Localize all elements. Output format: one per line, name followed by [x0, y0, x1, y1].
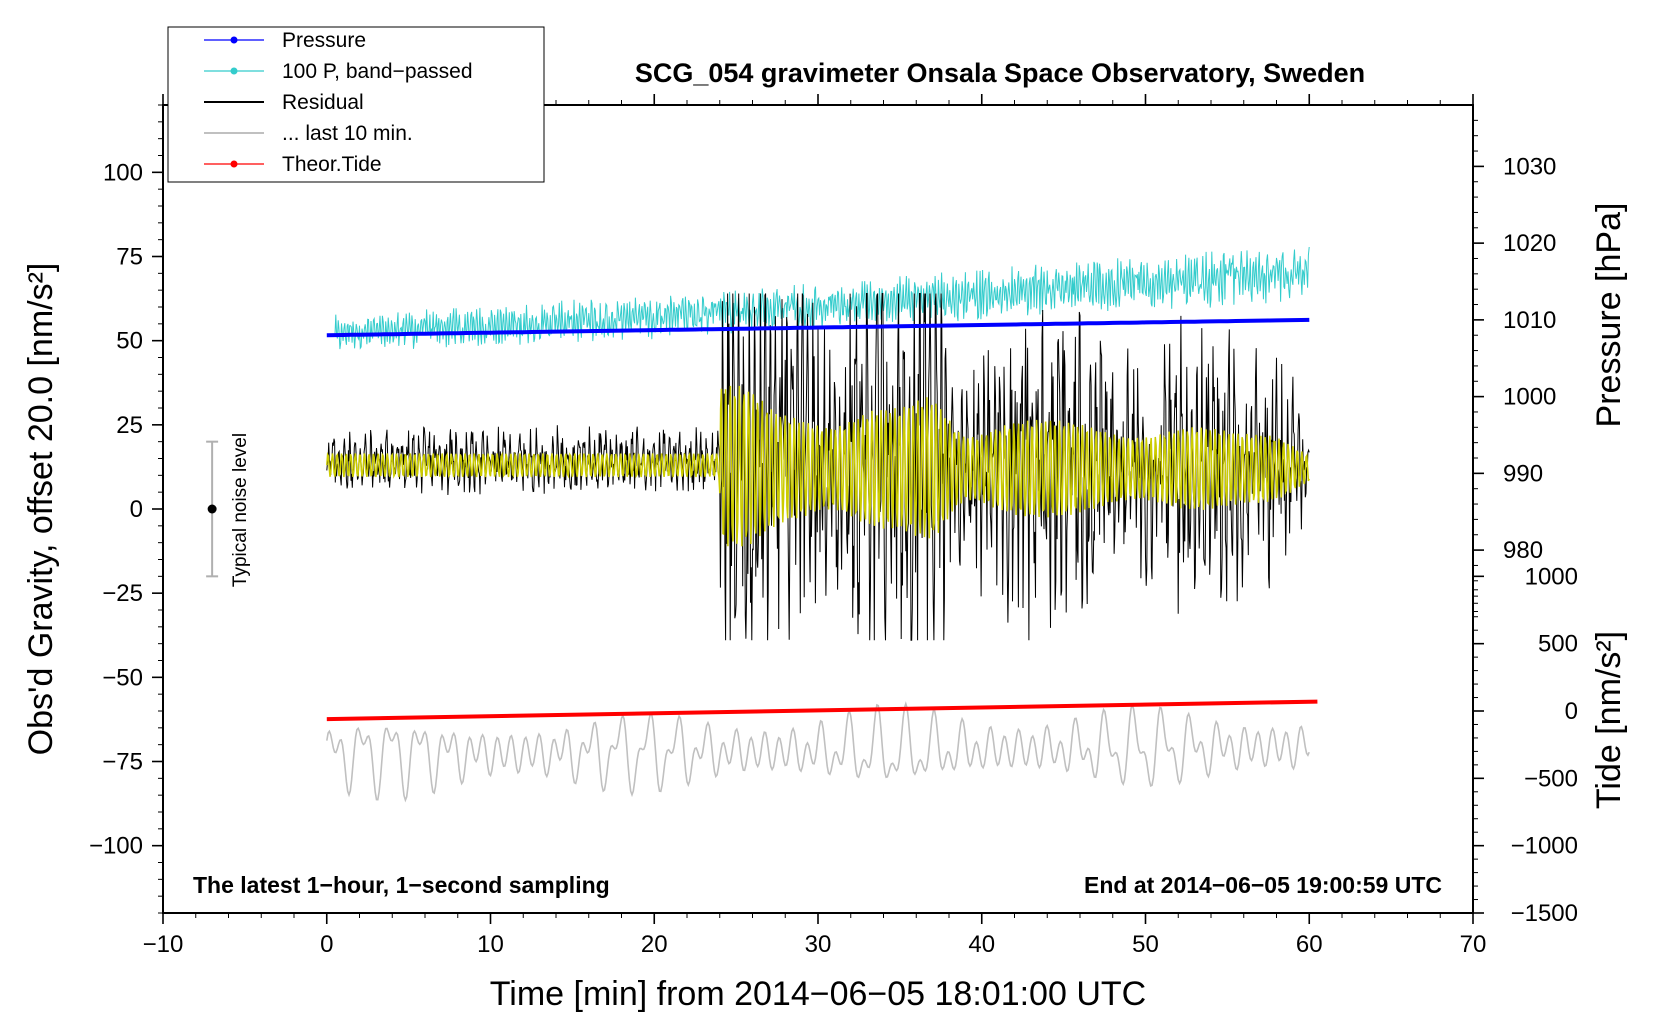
legend-box	[167, 26, 545, 183]
tide-tick-label: 0	[1565, 698, 1578, 725]
y-tick-label: −75	[102, 749, 143, 776]
legend-entry: Theor.Tide	[204, 153, 382, 176]
pressure-tick-label: 1030	[1503, 153, 1556, 180]
end-time-note: End at 2014−06−05 19:00:59 UTC	[1084, 872, 1442, 898]
noise-level-label: Typical noise level	[230, 433, 251, 587]
y-tick-label: 25	[116, 412, 143, 439]
legend-label: 100 P, band−passed	[282, 60, 473, 83]
legend-swatch-marker	[230, 36, 238, 44]
y-tick-label: −100	[89, 833, 143, 860]
legend-entry: Residual	[204, 91, 364, 114]
noise-level-bar	[206, 440, 219, 578]
y-tick-label: 75	[116, 244, 143, 271]
tide-tick-label: −500	[1524, 765, 1578, 792]
legend-label: Residual	[282, 91, 364, 114]
legend-entries: Pressure 100 P, band−passed Residual ... la…	[204, 29, 473, 176]
x-tick-label: 10	[477, 931, 504, 958]
y-tick-label: 100	[103, 159, 143, 186]
tide-tick-label: 1000	[1525, 563, 1578, 590]
pressure-axis-title: Pressure [hPa]	[1590, 203, 1628, 428]
pressure-tick-label: 1020	[1503, 230, 1556, 257]
legend-entry: 100 P, band−passed	[204, 60, 473, 83]
x-tick-label: 40	[968, 931, 995, 958]
x-tick-label: 50	[1132, 931, 1159, 958]
y-tick-label: −50	[102, 664, 143, 691]
tide-tick-label: −1000	[1511, 833, 1578, 860]
legend-swatch-marker	[230, 160, 238, 168]
series-layer	[326, 246, 1318, 803]
y-tick-label: −25	[102, 580, 143, 607]
sampling-note: The latest 1−hour, 1−second sampling	[193, 872, 610, 898]
noise-bar-dot	[207, 504, 217, 514]
legend-swatch-marker	[230, 67, 238, 75]
series-last-10-min	[326, 701, 1310, 803]
tide-axis-title: Tide [nm/s²]	[1590, 631, 1628, 809]
plot-area	[163, 105, 1473, 913]
legend-label: Theor.Tide	[282, 153, 382, 176]
series-pressure	[326, 317, 1310, 338]
tide-tick-label: 500	[1538, 631, 1578, 658]
x-tick-label: 70	[1460, 931, 1487, 958]
legend-label: Pressure	[282, 29, 366, 52]
legend-entry: Pressure	[204, 29, 366, 52]
pressure-tick-label: 1000	[1503, 384, 1556, 411]
chart-title: SCG_054 gravimeter Onsala Space Observat…	[635, 58, 1365, 88]
legend: Pressure 100 P, band−passed Residual ... la…	[167, 26, 545, 183]
tide-tick-label: −1500	[1511, 900, 1578, 927]
series-theor-tide	[326, 699, 1318, 722]
x-tick-label: 0	[320, 931, 333, 958]
legend-entry: ... last 10 min.	[204, 122, 413, 145]
legend-label: ... last 10 min.	[282, 122, 413, 145]
y-tick-label: 0	[130, 496, 143, 523]
x-axis-title: Time [min] from 2014−06−05 18:01:00 UTC	[490, 975, 1146, 1013]
x-tick-label: −10	[143, 931, 184, 958]
x-tick-label: 60	[1296, 931, 1323, 958]
y-axis-title-left: Obs'd Gravity, offset 20.0 [nm/s²]	[22, 263, 60, 756]
ticks-layer: −10 0 10 20 30 40 50 60 70−100−75−50−25025507510…	[89, 94, 1578, 958]
series-residual-filtered	[326, 385, 1310, 547]
y-tick-label: 50	[116, 328, 143, 355]
x-tick-label: 30	[805, 931, 832, 958]
x-tick-label: 20	[641, 931, 668, 958]
pressure-tick-label: 990	[1503, 460, 1543, 487]
noise-level-indicator: Typical noise level	[206, 433, 251, 587]
y-axis-title-left-text: Obs'd Gravity, offset 20.0 [nm/s²]	[22, 263, 60, 756]
pressure-tick-label: 1010	[1503, 307, 1556, 334]
pressure-tick-label: 980	[1503, 537, 1543, 564]
